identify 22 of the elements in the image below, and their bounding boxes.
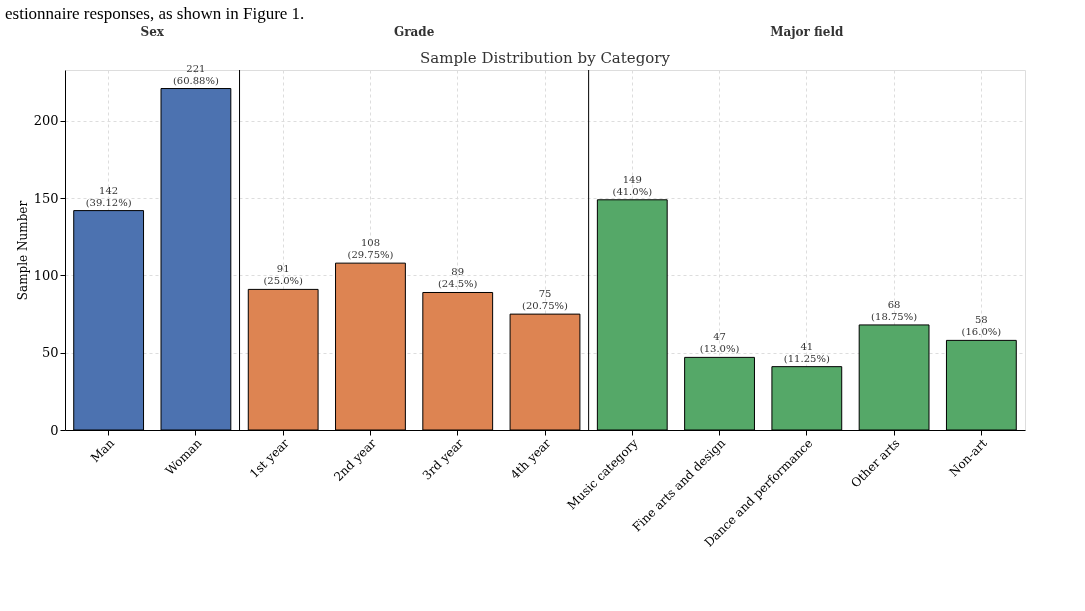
y-tick-label: 0 [50, 422, 59, 438]
data-label: 75 (20.75%) [522, 288, 569, 312]
text: Major field [770, 25, 845, 39]
data-label: 89 (24.5%) [437, 266, 478, 290]
y-axis-title: Sample Number [15, 200, 30, 301]
y-tick-label: 100 [33, 267, 59, 283]
y-tick-label: 150 [33, 190, 59, 206]
data-label: 108 (29.75%) [347, 237, 394, 261]
text: Grade [393, 25, 435, 39]
data-label: 47 (13.0%) [699, 331, 740, 355]
chart-title: Sample Distribution by Category [420, 49, 671, 67]
data-label: 91 (25.0%) [263, 263, 304, 287]
data-label: 142 (39.12%) [85, 184, 132, 208]
data-label: 68 (18.75%) [871, 298, 918, 322]
text: estionnaire responses, as shown in Figure 1. [5, 4, 305, 23]
data-label: 58 (16.0%) [961, 314, 1002, 338]
y-tick-label: 50 [41, 345, 59, 361]
text: Sex [140, 25, 165, 39]
data-label: 41 (11.25%) [783, 340, 830, 364]
data-label: 221 (60.88%) [172, 62, 219, 86]
data-label: 149 (41.0%) [612, 173, 653, 197]
y-tick-label: 200 [33, 113, 59, 129]
